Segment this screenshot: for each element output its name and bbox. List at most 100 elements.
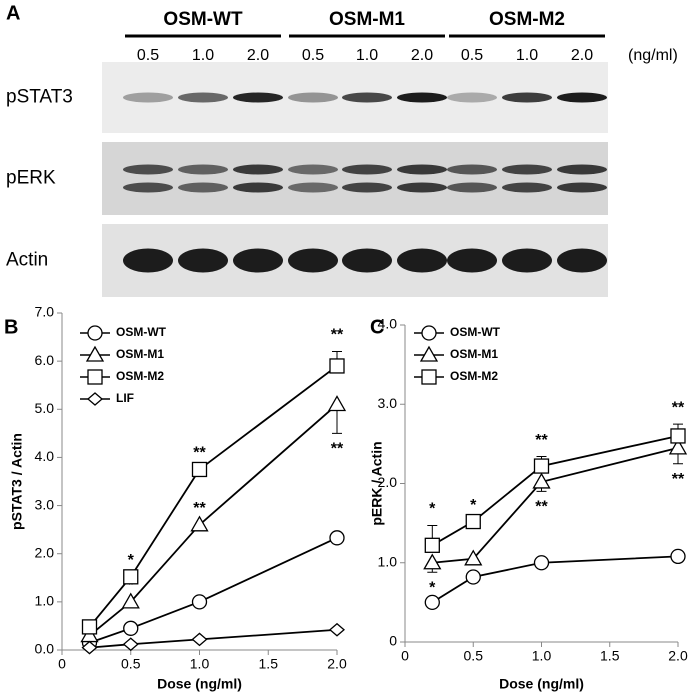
band xyxy=(557,164,607,175)
band xyxy=(502,164,552,175)
x-tick-label: 2.0 xyxy=(668,648,688,664)
marker xyxy=(123,620,139,636)
y-tick-label: 6.0 xyxy=(35,352,55,368)
y-tick-label: 1.0 xyxy=(378,553,398,569)
band xyxy=(502,248,552,273)
band xyxy=(288,164,338,175)
y-tick-label: 3.0 xyxy=(378,395,398,411)
significance: ** xyxy=(331,327,344,344)
y-tick-label: 2.0 xyxy=(378,474,398,490)
legend-label: LIF xyxy=(116,391,134,405)
x-tick-label: 1.0 xyxy=(190,656,210,672)
marker xyxy=(329,358,345,374)
legend-label: OSM-M1 xyxy=(116,347,164,361)
row-label: pSTAT3 xyxy=(6,87,73,108)
band xyxy=(178,248,228,273)
significance: * xyxy=(429,579,436,596)
marker xyxy=(121,592,140,609)
band xyxy=(397,182,447,193)
lane-label: 1.0 xyxy=(192,47,214,64)
significance: ** xyxy=(331,441,344,458)
marker xyxy=(190,515,209,532)
legend-label: OSM-M2 xyxy=(450,369,498,383)
marker xyxy=(533,555,550,571)
x-tick-label: 2.0 xyxy=(327,656,347,672)
marker xyxy=(191,632,208,647)
band xyxy=(342,182,392,193)
marker xyxy=(81,619,98,635)
y-tick-label: 5.0 xyxy=(35,400,55,416)
series-line xyxy=(431,435,679,547)
y-tick-label: 2.0 xyxy=(35,544,55,560)
x-tick-label: 1.5 xyxy=(600,648,620,664)
significance: * xyxy=(128,577,135,594)
x-tick-label: 0 xyxy=(58,656,66,672)
significance: ** xyxy=(193,500,206,517)
y-tick-label: 1.0 xyxy=(35,593,55,609)
legend-marker xyxy=(87,369,103,385)
marker xyxy=(533,458,550,474)
y-tick-label: 0 xyxy=(389,633,397,649)
band xyxy=(557,182,607,193)
band xyxy=(233,182,283,193)
legend-marker xyxy=(85,345,105,362)
lane-label: 0.5 xyxy=(461,47,483,64)
marker xyxy=(327,395,347,412)
band xyxy=(288,248,338,273)
group-label: OSM-M2 xyxy=(489,9,565,30)
band xyxy=(397,248,447,273)
legend-marker xyxy=(421,369,437,385)
lane-label: 0.5 xyxy=(137,47,159,64)
legend-marker xyxy=(419,345,439,362)
x-tick-label: 0.5 xyxy=(464,648,484,664)
x-tick-label: 0.5 xyxy=(121,656,141,672)
series-line xyxy=(431,555,679,604)
band xyxy=(233,164,283,175)
y-tick-label: 4.0 xyxy=(378,316,398,332)
band xyxy=(342,164,392,175)
significance: ** xyxy=(672,471,685,488)
legend-label: OSM-WT xyxy=(116,325,167,339)
band xyxy=(233,92,283,103)
band xyxy=(557,248,607,273)
band xyxy=(178,182,228,193)
significance: ** xyxy=(672,399,685,416)
band xyxy=(123,92,173,103)
band xyxy=(178,164,228,175)
marker xyxy=(329,530,345,546)
band xyxy=(342,248,392,273)
group-label: OSM-WT xyxy=(163,9,243,30)
lane-label: 2.0 xyxy=(411,47,433,64)
series-line xyxy=(89,628,338,649)
unit-label: (ng/ml) xyxy=(628,47,678,64)
legend-marker xyxy=(421,325,437,341)
band xyxy=(557,92,607,103)
band xyxy=(342,92,392,103)
band xyxy=(447,182,497,193)
band xyxy=(502,92,552,103)
band xyxy=(178,92,228,103)
marker xyxy=(191,594,208,610)
marker xyxy=(81,640,98,655)
series-line xyxy=(432,446,679,564)
blot-background xyxy=(102,142,608,215)
legend-label: OSM-M1 xyxy=(450,347,498,361)
y-axis-label: pERK / Actin xyxy=(369,441,385,525)
row-label: Actin xyxy=(6,250,48,271)
panel-label: A xyxy=(6,2,20,24)
x-axis-label: Dose (ng/ml) xyxy=(157,676,242,692)
marker xyxy=(424,537,440,553)
band xyxy=(447,92,497,103)
marker xyxy=(191,461,208,478)
marker xyxy=(465,569,481,585)
legend-marker xyxy=(87,325,103,341)
lane-label: 1.0 xyxy=(356,47,378,64)
band xyxy=(397,92,447,103)
series-line xyxy=(88,403,338,637)
significance: ** xyxy=(535,499,548,516)
band xyxy=(502,182,552,193)
x-tick-label: 1.5 xyxy=(259,656,279,672)
lane-label: 2.0 xyxy=(571,47,593,64)
marker xyxy=(464,549,483,566)
legend-label: OSM-M2 xyxy=(116,369,164,383)
